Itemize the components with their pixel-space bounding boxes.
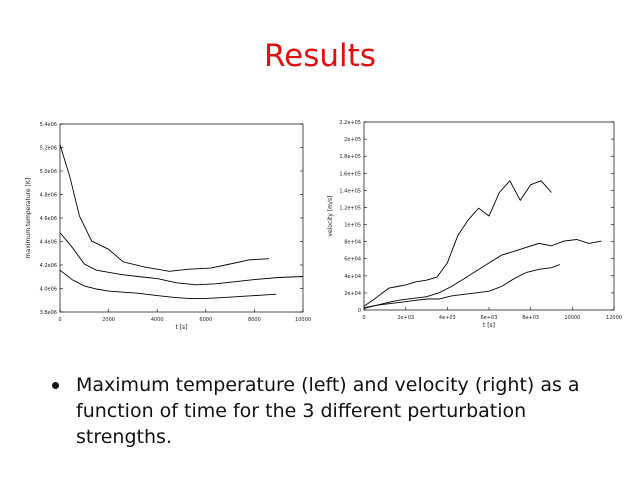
velocity-y-tick-label: 1.6e+05 [339, 171, 361, 177]
velocity-y-axis-label: velocity [m/s] [327, 195, 334, 236]
temperature-y-tick-label: 4.4e06 [40, 240, 57, 246]
temperature-x-tick-label: 0 [58, 317, 61, 323]
velocity-x-axis-label: t [s] [483, 322, 495, 329]
velocity-y-tick-label: 1.2e+05 [339, 205, 361, 211]
temperature-y-tick-label: 5.4e06 [40, 122, 57, 128]
velocity-series-2-line [363, 239, 602, 309]
temperature-chart-svg: 0 2000 4000 6000 8000 10000 3.8e06 4.0e06 4.2e06… [25, 122, 311, 331]
temperature-x-tick-label: 6000 [199, 317, 212, 323]
temperature-chart: 0 2000 4000 6000 8000 10000 3.8e06 4.0e06 4.2e06… [20, 112, 325, 337]
temperature-x-tick-label: 2000 [102, 317, 115, 323]
temperature-plot-frame [59, 123, 304, 313]
velocity-x-tick-label: 8e+03 [522, 315, 539, 321]
velocity-chart: 0 2e+03 4e+03 6e+03 8e+03 10000 12000 0 2e+04 4e+… [322, 112, 630, 337]
velocity-x-tick-label: 6e+03 [481, 315, 498, 321]
temperature-y-tick-label: 4.2e06 [40, 263, 57, 269]
velocity-series-3-line [363, 264, 560, 309]
velocity-y-tick-label: 2.2e+05 [339, 120, 361, 126]
temperature-series-3-line [59, 269, 277, 299]
temperature-y-tick-label: 4.0e06 [40, 287, 57, 293]
slide-title: Results [264, 38, 376, 74]
velocity-y-tick-label: 1e+05 [344, 223, 361, 229]
velocity-x-tick-label: 10000 [564, 315, 580, 321]
velocity-y-tick-label: 8e+04 [344, 240, 361, 246]
velocity-x-tick-label: 0 [362, 315, 365, 321]
bullet-dot-icon [52, 382, 59, 389]
temperature-y-tick-label: 5.2e06 [40, 146, 57, 152]
temperature-x-axis-label: t [s] [175, 324, 187, 331]
velocity-y-tick-label: 2e+05 [344, 137, 361, 143]
bullet-text: Maximum temperature (left) and velocity … [76, 374, 580, 448]
temperature-series-2-line [59, 232, 304, 286]
temperature-y-tick-label: 4.6e06 [40, 216, 57, 222]
bullet-list: Maximum temperature (left) and velocity … [50, 372, 610, 450]
bullet-item: Maximum temperature (left) and velocity … [50, 372, 610, 450]
velocity-y-tick-label: 1.8e+05 [339, 154, 361, 160]
velocity-y-tick-label: 4e+04 [344, 274, 361, 280]
velocity-y-tick-label: 0 [358, 308, 361, 314]
temperature-x-tick-label: 4000 [151, 317, 164, 323]
velocity-chart-svg: 0 2e+03 4e+03 6e+03 8e+03 10000 12000 0 2e+04 4e+… [327, 120, 622, 329]
velocity-series-1-line [363, 180, 552, 307]
temperature-x-tick-label: 10000 [295, 317, 311, 323]
velocity-x-tick-label: 4e+03 [439, 315, 456, 321]
temperature-series-1-line [59, 144, 270, 272]
velocity-x-tick-label: 2e+03 [397, 315, 414, 321]
velocity-x-tick-label: 12000 [606, 315, 622, 321]
temperature-y-axis-label: maximum temperature [K] [25, 178, 32, 258]
temperature-x-tick-label: 8000 [248, 317, 261, 323]
temperature-y-tick-label: 3.8e06 [40, 310, 57, 316]
velocity-y-tick-label: 1.4e+05 [339, 188, 361, 194]
velocity-y-tick-label: 6e+04 [344, 257, 361, 263]
velocity-y-tick-label: 2e+04 [344, 291, 361, 297]
temperature-y-tick-label: 4.8e06 [40, 193, 57, 199]
temperature-y-tick-label: 5.0e06 [40, 169, 57, 175]
